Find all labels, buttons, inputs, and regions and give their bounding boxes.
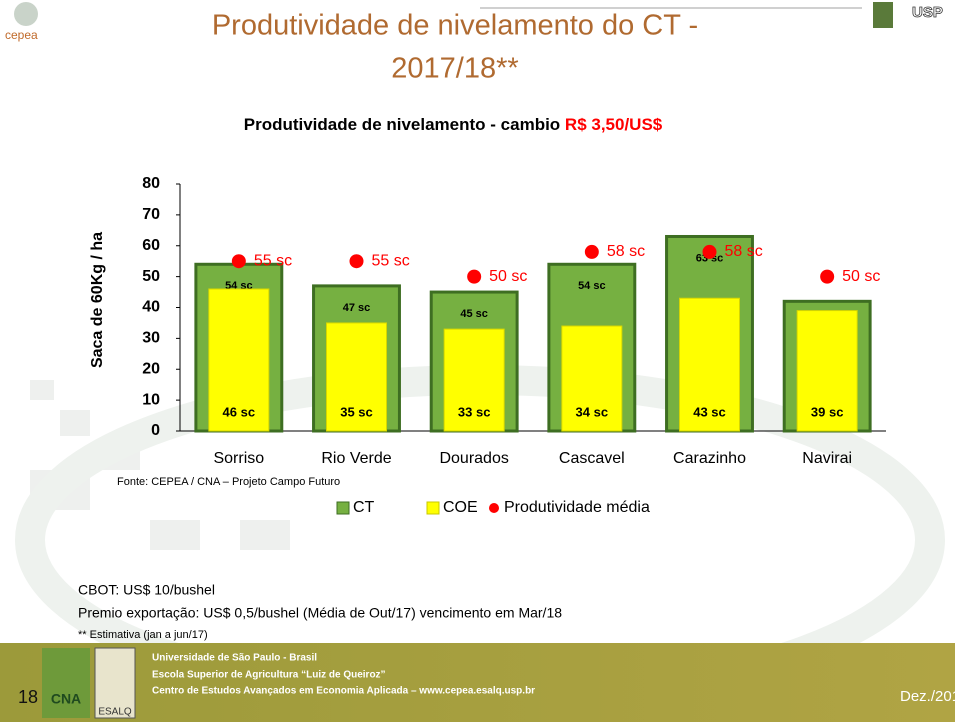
cepea-logo-text: cepea: [5, 28, 38, 42]
chart-title-highlight: R$ 3,50/US$: [565, 115, 663, 134]
point: [349, 254, 364, 269]
chart-title-text: Produtividade de nivelamento - cambio: [244, 115, 560, 134]
x-tick-label: Carazinho: [673, 450, 746, 467]
bar: [561, 325, 623, 432]
y-tick-label: 50: [142, 268, 160, 285]
x-tick-label: Rio Verde: [321, 450, 391, 467]
legend-swatch: [489, 503, 499, 513]
data-label: 54 sc: [578, 280, 606, 292]
note: ** Estimativa (jan a jun/17): [78, 629, 208, 641]
data-label: 46 sc: [223, 404, 256, 419]
footer-line: Escola Superior de Agricultura “Luiz de …: [152, 670, 386, 681]
esalq-shield: [94, 647, 136, 719]
y-tick-label: 30: [142, 330, 160, 347]
y-tick-label: 70: [142, 206, 160, 223]
page-number: 18: [18, 687, 38, 707]
bar: [443, 328, 505, 432]
point: [231, 254, 246, 269]
y-tick-label: 80: [142, 175, 160, 192]
data-label: 50 sc: [489, 268, 527, 285]
y-tick-label: 10: [142, 391, 160, 408]
data-label: 39 sc: [811, 404, 844, 419]
legend-label: CT: [353, 499, 375, 516]
esalq-logo: [873, 2, 893, 28]
x-tick-label: Sorriso: [213, 450, 264, 467]
usp-logo: USP: [912, 4, 943, 21]
data-label: 55 sc: [372, 252, 410, 269]
data-label: 35 sc: [340, 404, 373, 419]
data-label: 58 sc: [607, 243, 645, 260]
cna-logo: [42, 648, 90, 718]
slide-title: Produtividade de nivelamento do CT -: [212, 10, 698, 42]
y-axis-label: Saca de 60Kg / ha: [89, 232, 106, 368]
note: CBOT: US$ 10/bushel: [78, 582, 215, 598]
legend-label: COE: [443, 499, 478, 516]
data-label: 34 sc: [576, 404, 609, 419]
source: Fonte: CEPEA / CNA – Projeto Campo Futur…: [117, 476, 340, 488]
bar: [325, 322, 388, 432]
data-label: 33 sc: [458, 404, 491, 419]
legend-label: Produtividade média: [504, 499, 650, 516]
y-tick-label: 40: [142, 299, 160, 316]
slide-title: 2017/18**: [391, 53, 518, 85]
data-label: 55 sc: [254, 252, 292, 269]
point: [467, 269, 482, 284]
data-label: 47 sc: [343, 302, 371, 314]
bar: [678, 297, 741, 432]
bar: [796, 310, 858, 432]
point: [702, 244, 717, 259]
x-tick-label: Navirai: [802, 450, 852, 467]
legend-swatch: [336, 501, 350, 515]
y-tick-label: 0: [151, 422, 160, 439]
chart-title: Produtividade de nivelamento - cambio R$…: [244, 115, 663, 134]
x-tick-label: Cascavel: [559, 450, 625, 467]
data-label: 45 sc: [460, 308, 488, 320]
cna-logo-text: CNA: [51, 691, 81, 707]
data-label: 43 sc: [693, 404, 726, 419]
chart: 0 10 20 30 40 50 60 70 80 Sorriso Rio Verde Dourado…: [142, 175, 886, 516]
footer: [0, 643, 955, 722]
cepea-logo: [14, 2, 38, 26]
note: Premio exportação: US$ 0,5/bushel (Média…: [78, 605, 562, 621]
point: [820, 269, 835, 284]
x-tick-label: Dourados: [439, 450, 508, 467]
footer-date: Dez./2017: [900, 688, 955, 705]
data-label: 58 sc: [725, 243, 763, 260]
footer-line: Centro de Estudos Avançados em Economia …: [152, 686, 535, 697]
y-tick-label: 20: [142, 360, 160, 377]
esalq-logo-text: ESALQ: [98, 707, 132, 718]
bar: [208, 288, 270, 432]
data-label: 50 sc: [842, 268, 880, 285]
legend-swatch: [426, 501, 440, 515]
footer-line: Universidade de São Paulo - Brasil: [152, 653, 317, 664]
point: [584, 244, 599, 259]
y-tick-label: 60: [142, 237, 160, 254]
